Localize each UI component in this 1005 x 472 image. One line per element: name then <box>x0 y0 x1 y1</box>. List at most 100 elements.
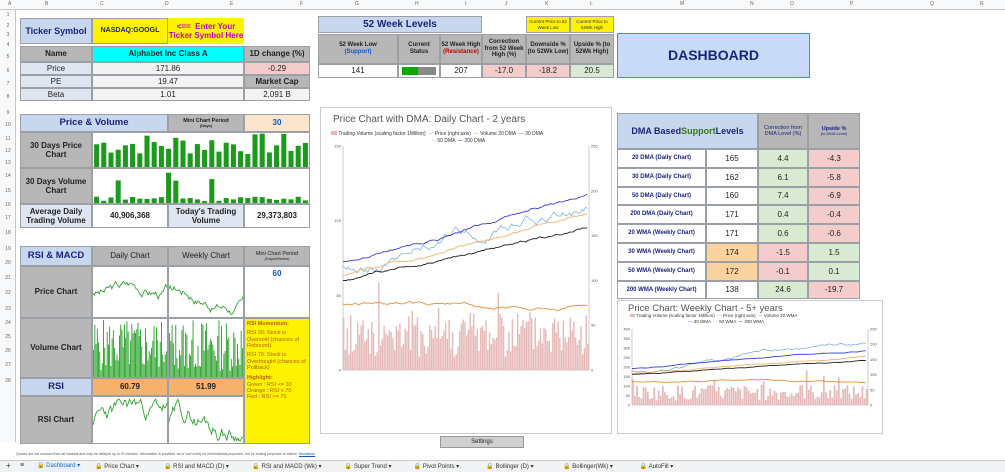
sheet-tab[interactable]: 🔒 AutoFill ▾ <box>639 464 674 470</box>
volume-bar <box>358 334 361 370</box>
row-number-17[interactable]: 17 <box>5 215 11 221</box>
rsi-note-3c: Red : RSI >= 70 <box>247 394 287 401</box>
volume-bar <box>450 348 452 370</box>
column-header-B[interactable]: B <box>45 1 49 7</box>
column-header-N[interactable]: N <box>750 1 754 7</box>
column-header-H[interactable]: H <box>415 1 419 7</box>
volume-bar <box>730 386 733 405</box>
sheet-tab[interactable]: 🔒 RSI and MACD (D) ▾ <box>164 464 229 470</box>
volume-bar <box>782 391 784 405</box>
volume-bar <box>803 398 806 405</box>
row-number-9[interactable]: 9 <box>6 110 10 116</box>
row-number-6[interactable]: 6 <box>6 68 10 74</box>
column-header-Q[interactable]: Q <box>930 1 934 7</box>
add-sheet-icon[interactable]: + <box>6 461 11 470</box>
row-number-18[interactable]: 18 <box>5 230 11 236</box>
row-number-4[interactable]: 4 <box>6 42 10 48</box>
row-number-14[interactable]: 14 <box>5 173 11 179</box>
pv-mini-input[interactable]: 30 <box>244 114 310 132</box>
dma-30-line <box>631 350 866 370</box>
row-number-28[interactable]: 28 <box>5 378 11 384</box>
sheet-tab[interactable]: 🔒 Dashboard ▾ <box>34 462 84 472</box>
spark-bar <box>252 196 258 203</box>
weekly-price-line <box>169 284 243 316</box>
volume-bar <box>409 349 412 370</box>
row-number-27[interactable]: 27 <box>5 362 11 368</box>
volume-bar <box>399 323 401 370</box>
column-header-M[interactable]: M <box>680 1 685 7</box>
column-header-F[interactable]: F <box>300 1 304 7</box>
spark-bar <box>238 151 244 167</box>
row-number-8[interactable]: 8 <box>6 94 10 100</box>
dma-row-level: 172 <box>706 261 758 281</box>
sheet-tab[interactable]: 🔒 Bollinger(Wk) ▾ <box>563 464 613 470</box>
volume-bar <box>362 320 364 370</box>
rsi-mini-input[interactable]: 60 <box>244 266 310 318</box>
column-header-I[interactable]: I <box>465 1 467 7</box>
sheet-tab[interactable]: 🔒 Super Trend ▾ <box>344 464 392 470</box>
footer-link[interactable]: Disclaimer <box>298 452 316 456</box>
column-header-J[interactable]: J <box>505 1 508 7</box>
pv-price-bars <box>94 133 308 167</box>
volume-bar <box>722 398 724 405</box>
row-number-23[interactable]: 23 <box>5 306 11 312</box>
settings-button[interactable]: Settings <box>440 436 524 448</box>
column-header-D[interactable]: D <box>165 1 169 7</box>
volume-bar <box>464 321 466 370</box>
row-number-22[interactable]: 22 <box>5 290 11 296</box>
spark-bar <box>180 198 186 203</box>
volume-bar <box>539 328 542 370</box>
y-tick-left: 150 <box>334 144 341 149</box>
spark-bar <box>142 363 144 377</box>
column-header-G[interactable]: G <box>355 1 359 7</box>
row-number-5[interactable]: 5 <box>6 54 10 60</box>
all-sheets-icon[interactable]: ≡ <box>20 462 25 469</box>
sheet-tab[interactable]: 🔒 RSI and MACD (Wk) ▾ <box>252 464 322 470</box>
sheet-tab[interactable]: 🔒 Pivot Points ▾ <box>413 464 460 470</box>
row-number-21[interactable]: 21 <box>5 275 11 281</box>
column-header-P[interactable]: P <box>850 1 854 7</box>
column-header-C[interactable]: C <box>100 1 104 7</box>
spark-bar <box>164 354 166 377</box>
pv-volume-bars <box>94 172 308 203</box>
daily-chart-panel[interactable]: Price Chart with DMA: Daily Chart - 2 ye… <box>320 107 612 434</box>
rsi-mini-sub: (Days/Weeks) <box>264 255 290 261</box>
column-header-L[interactable]: L <box>590 1 593 7</box>
row-number-1[interactable]: 1 <box>6 12 10 18</box>
row-number-12[interactable]: 12 <box>5 148 11 154</box>
volume-bar <box>411 310 413 370</box>
spark-bar <box>158 146 164 167</box>
spark-bar <box>295 145 301 167</box>
column-header-O[interactable]: O <box>790 1 794 7</box>
row-number-16[interactable]: 16 <box>5 202 11 208</box>
row-number-15[interactable]: 15 <box>5 188 11 194</box>
spark-bar <box>188 353 190 377</box>
row-number-10[interactable]: 10 <box>5 122 11 128</box>
spark-bar <box>122 199 128 203</box>
volume-bar <box>364 341 366 370</box>
row-number-7[interactable]: 7 <box>6 81 10 87</box>
change-label: 1D change (%) <box>244 46 310 62</box>
spark-bar <box>187 367 189 377</box>
sheet-tab[interactable]: 🔒 Bollinger (D) ▾ <box>486 464 534 470</box>
column-header-K[interactable]: K <box>545 1 549 7</box>
spark-bar <box>100 370 102 377</box>
row-number-3[interactable]: 3 <box>6 32 10 38</box>
volume-bar <box>457 346 459 370</box>
spark-bar <box>169 333 171 377</box>
row-number-20[interactable]: 20 <box>5 260 11 266</box>
row-number-26[interactable]: 26 <box>5 348 11 354</box>
row-number-13[interactable]: 13 <box>5 160 11 166</box>
sheet-tab[interactable]: 🔒 Price Chart ▾ <box>95 464 139 470</box>
spark-bar <box>131 324 133 377</box>
row-number-19[interactable]: 19 <box>5 246 11 252</box>
column-header-E[interactable]: E <box>230 1 234 7</box>
column-header-R[interactable]: R <box>980 1 984 7</box>
row-number-11[interactable]: 11 <box>5 136 11 142</box>
row-number-2[interactable]: 2 <box>6 23 10 29</box>
row-number-24[interactable]: 24 <box>5 320 11 326</box>
ticker-input[interactable]: NASDAQ:GOOGL <box>92 18 168 44</box>
column-header-A[interactable]: A <box>8 1 12 7</box>
weekly-chart-panel[interactable]: Price Chart: Weekly Chart - 5+ years Tra… <box>617 300 883 434</box>
row-number-25[interactable]: 25 <box>5 334 11 340</box>
